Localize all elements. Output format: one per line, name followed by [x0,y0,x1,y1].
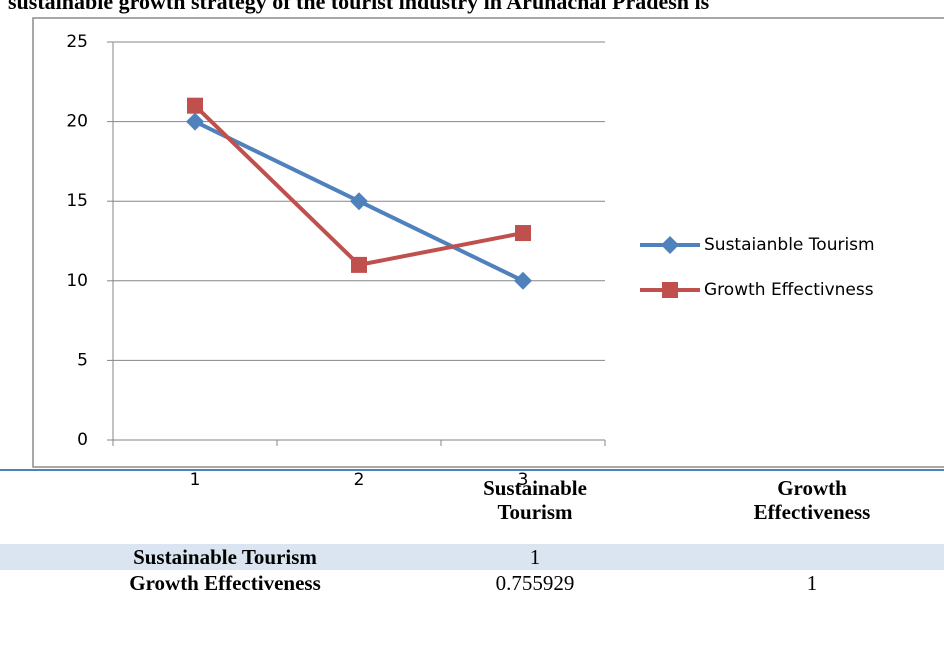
point [187,97,203,114]
row-header: Growth Effectiveness [129,571,321,595]
row-header: Sustainable Tourism [133,545,317,569]
point [350,192,368,211]
table-cell: 1 [529,545,541,569]
table-cell: 0.755929 [495,571,575,595]
row-shade [0,544,944,570]
y-tick-label: 25 [66,32,88,52]
x-tick-label: 2 [354,470,365,490]
y-tick-label: 20 [66,112,88,132]
column-header: Growth Effectiveness [753,476,871,524]
column-header: Sustainable Tourism [483,476,587,524]
point [515,225,531,242]
y-tick-label: 10 [66,271,88,291]
chart-frame [32,17,944,468]
y-tick-label: 15 [66,191,88,211]
point [186,112,204,131]
table-cell: 1 [806,571,818,595]
point [351,256,367,273]
x-tick-label: 3 [518,470,529,490]
chart-title: sustainable growth strategy of the touri… [8,0,710,14]
point [514,271,532,290]
legend-marker [661,236,679,254]
legend-marker [662,282,678,298]
legend-label: Sustaianble Tourism [704,235,875,255]
x-tick-label: 1 [190,470,201,490]
legend-label: Growth Effectivness [704,280,874,300]
series-line [193,104,524,268]
y-tick-label: 5 [77,350,88,370]
y-tick-label: 0 [77,430,88,450]
